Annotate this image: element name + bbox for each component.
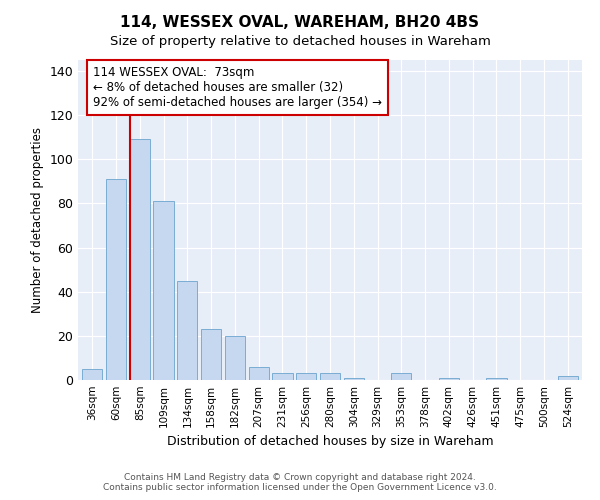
Bar — [82, 369, 103, 380]
Bar — [439, 378, 459, 380]
Bar — [201, 329, 221, 380]
Bar — [225, 336, 245, 380]
Text: Contains HM Land Registry data © Crown copyright and database right 2024.
Contai: Contains HM Land Registry data © Crown c… — [103, 473, 497, 492]
Bar — [106, 179, 126, 380]
Bar — [296, 374, 316, 380]
Bar — [130, 140, 150, 380]
Text: 114, WESSEX OVAL, WAREHAM, BH20 4BS: 114, WESSEX OVAL, WAREHAM, BH20 4BS — [121, 15, 479, 30]
Bar — [154, 201, 173, 380]
Bar — [487, 378, 506, 380]
Bar — [248, 367, 269, 380]
Y-axis label: Number of detached properties: Number of detached properties — [31, 127, 44, 313]
Bar — [272, 374, 293, 380]
Bar — [391, 374, 412, 380]
X-axis label: Distribution of detached houses by size in Wareham: Distribution of detached houses by size … — [167, 436, 493, 448]
Bar — [320, 374, 340, 380]
Text: 114 WESSEX OVAL:  73sqm
← 8% of detached houses are smaller (32)
92% of semi-det: 114 WESSEX OVAL: 73sqm ← 8% of detached … — [93, 66, 382, 110]
Bar — [344, 378, 364, 380]
Bar — [177, 280, 197, 380]
Text: Size of property relative to detached houses in Wareham: Size of property relative to detached ho… — [110, 35, 490, 48]
Bar — [557, 376, 578, 380]
